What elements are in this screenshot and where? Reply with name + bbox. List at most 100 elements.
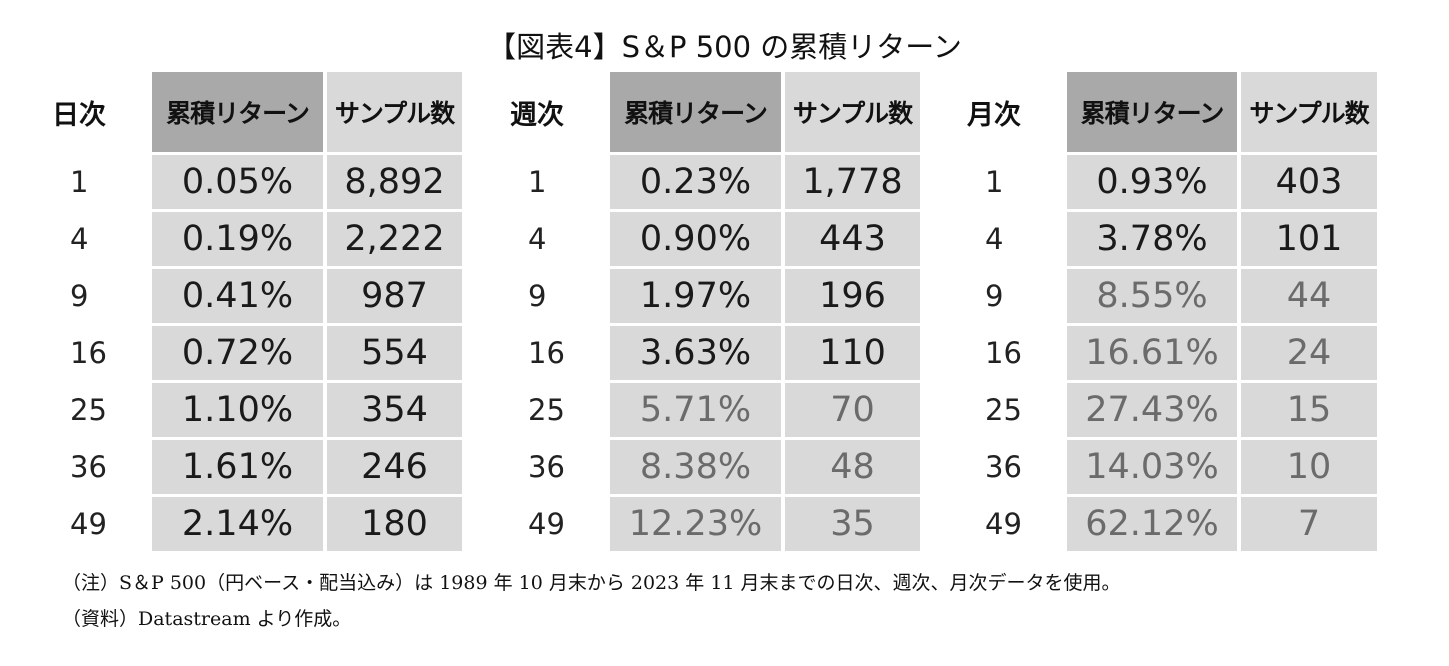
table-row: 9 1.97% 196 (506, 269, 920, 323)
period-n: 36 (528, 450, 565, 484)
table-row: 16 3.63% 110 (506, 326, 920, 380)
return-cell: 0.72% (152, 326, 323, 380)
period-n: 49 (528, 507, 565, 541)
period-n: 9 (985, 279, 1004, 313)
count-cell: 1,778 (785, 155, 920, 209)
header-row: 週次 累積リターン サンプル数 (506, 72, 920, 152)
return-cell: 8.55% (1067, 269, 1237, 323)
table-row: 25 1.10% 354 (48, 383, 462, 437)
period-n: 1 (985, 165, 1004, 199)
count-cell: 101 (1241, 212, 1377, 266)
table-row: 1 0.05% 8,892 (48, 155, 462, 209)
table-row: 16 0.72% 554 (48, 326, 462, 380)
cumulative-return-header: 累積リターン (610, 72, 781, 152)
period-n: 36 (70, 450, 107, 484)
return-cell: 3.63% (610, 326, 781, 380)
count-cell: 7 (1241, 497, 1377, 551)
daily-table: 日次 累積リターン サンプル数 1 0.05% 8,892 4 0.19% 2,222 … (48, 72, 462, 554)
count-cell: 48 (785, 440, 920, 494)
period-n: 25 (70, 393, 107, 427)
table-row: 4 3.78% 101 (963, 212, 1377, 266)
period-n: 36 (985, 450, 1022, 484)
footnote-source: （資料）Datastream より作成。 (62, 608, 352, 630)
return-cell: 1.10% (152, 383, 323, 437)
table-row: 25 27.43% 15 (963, 383, 1377, 437)
return-cell: 0.23% (610, 155, 781, 209)
count-cell: 403 (1241, 155, 1377, 209)
sample-count-header: サンプル数 (1241, 72, 1377, 152)
period-n: 16 (985, 336, 1022, 370)
table-row: 16 16.61% 24 (963, 326, 1377, 380)
return-cell: 14.03% (1067, 440, 1237, 494)
period-n: 4 (70, 222, 89, 256)
cumulative-return-header: 累積リターン (1067, 72, 1237, 152)
return-cell: 0.41% (152, 269, 323, 323)
return-cell: 0.05% (152, 155, 323, 209)
return-cell: 3.78% (1067, 212, 1237, 266)
period-n: 1 (528, 165, 547, 199)
return-cell: 0.90% (610, 212, 781, 266)
return-cell: 1.61% (152, 440, 323, 494)
sample-count-header: サンプル数 (327, 72, 462, 152)
table-row: 36 1.61% 246 (48, 440, 462, 494)
period-n: 25 (528, 393, 565, 427)
header-row: 月次 累積リターン サンプル数 (963, 72, 1377, 152)
period-n: 25 (985, 393, 1022, 427)
count-cell: 10 (1241, 440, 1377, 494)
period-n: 9 (528, 279, 547, 313)
count-cell: 110 (785, 326, 920, 380)
return-cell: 0.93% (1067, 155, 1237, 209)
return-cell: 2.14% (152, 497, 323, 551)
period-n: 4 (985, 222, 1004, 256)
period-label: 週次 (510, 99, 564, 131)
count-cell: 15 (1241, 383, 1377, 437)
monthly-table: 月次 累積リターン サンプル数 1 0.93% 403 4 3.78% 101 9 8.5… (963, 72, 1377, 554)
table-row: 4 0.90% 443 (506, 212, 920, 266)
count-cell: 246 (327, 440, 462, 494)
return-cell: 0.19% (152, 212, 323, 266)
count-cell: 987 (327, 269, 462, 323)
table-title: 【図表4】S＆P 500 の累積リターン (487, 30, 962, 64)
table-row: 1 0.93% 403 (963, 155, 1377, 209)
period-n: 49 (985, 507, 1022, 541)
table-row: 49 2.14% 180 (48, 497, 462, 551)
period-n: 16 (528, 336, 565, 370)
table-row: 25 5.71% 70 (506, 383, 920, 437)
header-row: 日次 累積リターン サンプル数 (48, 72, 462, 152)
sample-count-header: サンプル数 (785, 72, 920, 152)
footnote-note: （注）S＆P 500（円ベース・配当込み）は 1989 年 10 月末から 20… (62, 572, 1121, 594)
weekly-table: 週次 累積リターン サンプル数 1 0.23% 1,778 4 0.90% 443 9 1… (506, 72, 920, 554)
period-n: 1 (70, 165, 89, 199)
table-row: 49 62.12% 7 (963, 497, 1377, 551)
table-row: 49 12.23% 35 (506, 497, 920, 551)
period-n: 49 (70, 507, 107, 541)
period-label: 月次 (967, 99, 1021, 131)
return-cell: 16.61% (1067, 326, 1237, 380)
count-cell: 196 (785, 269, 920, 323)
return-cell: 62.12% (1067, 497, 1237, 551)
table-row: 4 0.19% 2,222 (48, 212, 462, 266)
return-cell: 12.23% (610, 497, 781, 551)
table-row: 36 14.03% 10 (963, 440, 1377, 494)
count-cell: 35 (785, 497, 920, 551)
count-cell: 44 (1241, 269, 1377, 323)
table-row: 9 0.41% 987 (48, 269, 462, 323)
count-cell: 2,222 (327, 212, 462, 266)
count-cell: 8,892 (327, 155, 462, 209)
table-row: 9 8.55% 44 (963, 269, 1377, 323)
return-cell: 8.38% (610, 440, 781, 494)
period-n: 4 (528, 222, 547, 256)
period-label: 日次 (52, 99, 106, 131)
count-cell: 70 (785, 383, 920, 437)
cumulative-return-header: 累積リターン (152, 72, 323, 152)
period-n: 16 (70, 336, 107, 370)
count-cell: 24 (1241, 326, 1377, 380)
count-cell: 180 (327, 497, 462, 551)
period-n: 9 (70, 279, 89, 313)
count-cell: 554 (327, 326, 462, 380)
count-cell: 354 (327, 383, 462, 437)
table-row: 36 8.38% 48 (506, 440, 920, 494)
return-cell: 27.43% (1067, 383, 1237, 437)
table-row: 1 0.23% 1,778 (506, 155, 920, 209)
count-cell: 443 (785, 212, 920, 266)
